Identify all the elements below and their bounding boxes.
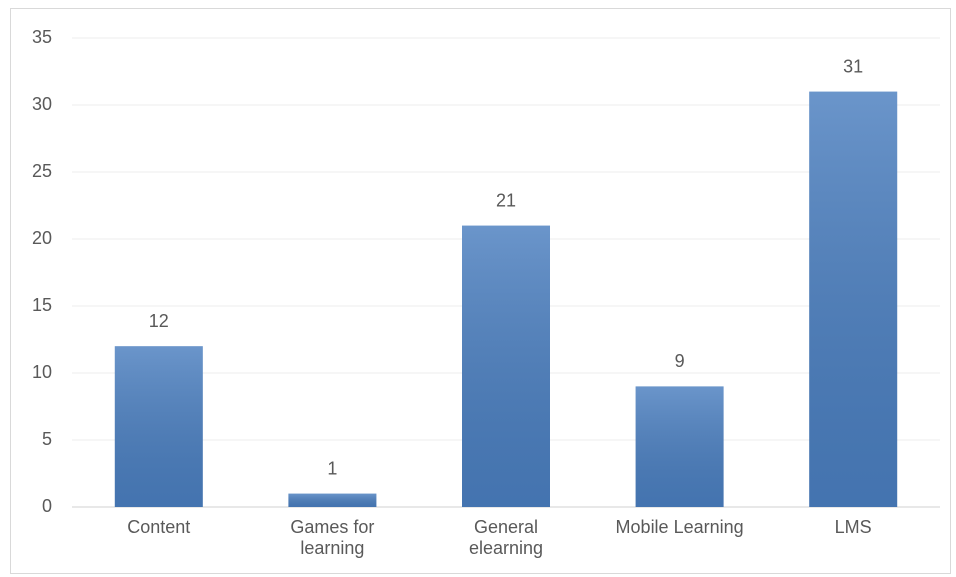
x-tick-label: General elearning: [468, 517, 544, 558]
x-tick-label: LMS: [834, 517, 872, 537]
data-label: 31: [843, 56, 863, 76]
y-tick-label: 25: [32, 161, 52, 181]
bar-shading: [288, 493, 377, 507]
bar-shading: [462, 225, 550, 507]
data-label: 1: [327, 458, 337, 478]
chart-frame: [10, 8, 951, 574]
y-tick-label: 5: [42, 429, 52, 449]
y-tick-label: 0: [42, 496, 52, 516]
y-tick-label: 35: [32, 27, 52, 47]
bar-shading: [635, 386, 724, 507]
y-tick-label: 15: [32, 295, 52, 315]
x-tick-label: Content: [127, 517, 191, 537]
y-tick-label: 20: [32, 228, 52, 248]
x-tick-label: Games for learning: [290, 517, 375, 558]
bar-shading: [809, 91, 898, 507]
data-label: 21: [496, 190, 516, 210]
data-label: 12: [149, 311, 169, 331]
data-label: 9: [675, 351, 685, 371]
bar-shading: [114, 346, 203, 507]
x-tick-label: Mobile Learning: [615, 517, 744, 537]
y-tick-label: 10: [32, 362, 52, 382]
y-tick-label: 30: [32, 94, 52, 114]
